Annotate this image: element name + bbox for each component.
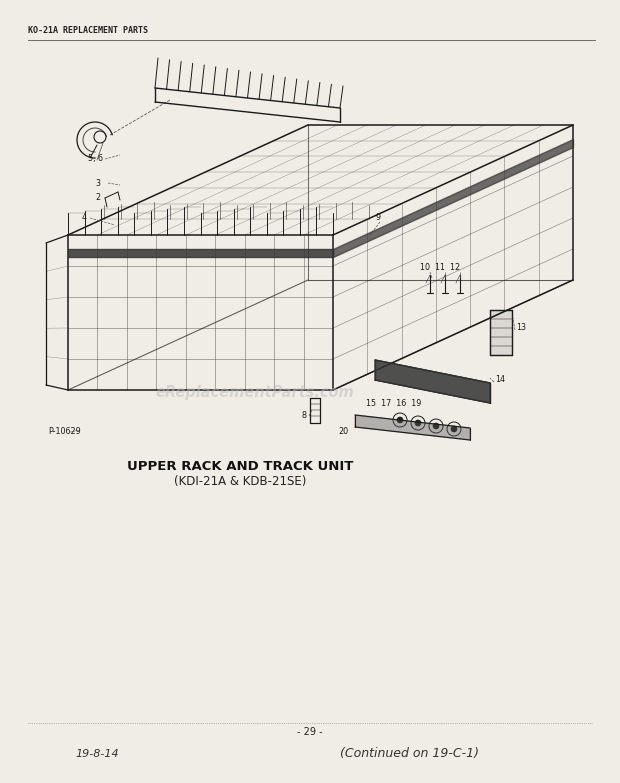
Circle shape	[451, 426, 457, 432]
Text: 3: 3	[95, 179, 100, 187]
Text: 20: 20	[338, 428, 348, 436]
Text: (KDI-21A & KDB-21SE): (KDI-21A & KDB-21SE)	[174, 475, 306, 488]
Text: 19-8-14: 19-8-14	[75, 749, 118, 759]
Text: 10  11  12: 10 11 12	[420, 264, 460, 272]
Text: UPPER RACK AND TRACK UNIT: UPPER RACK AND TRACK UNIT	[127, 460, 353, 473]
Text: 15  17  16  19: 15 17 16 19	[366, 399, 422, 407]
Text: 8: 8	[302, 412, 307, 420]
Text: P-10629: P-10629	[48, 428, 81, 436]
Text: 5, 6: 5, 6	[88, 154, 103, 164]
Polygon shape	[355, 415, 470, 440]
Text: 4: 4	[82, 214, 87, 222]
Circle shape	[433, 423, 439, 429]
Circle shape	[397, 417, 403, 423]
Text: KO-21A REPLACEMENT PARTS: KO-21A REPLACEMENT PARTS	[28, 26, 148, 35]
Text: (Continued on 19-C-1): (Continued on 19-C-1)	[340, 747, 479, 760]
Text: 13: 13	[516, 323, 526, 333]
Text: 14: 14	[495, 376, 505, 384]
Circle shape	[415, 420, 421, 426]
Text: 9: 9	[376, 214, 381, 222]
Text: 2: 2	[95, 193, 100, 203]
Polygon shape	[375, 360, 490, 403]
Text: eReplacementParts.com: eReplacementParts.com	[156, 385, 355, 400]
Text: - 29 -: - 29 -	[297, 727, 323, 737]
